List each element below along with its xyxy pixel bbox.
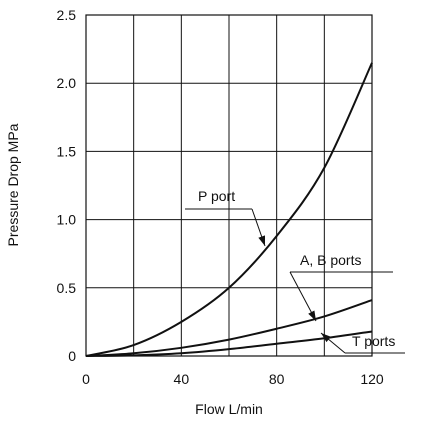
t-ports-label: T ports — [352, 333, 395, 349]
p-port-label: P port — [198, 188, 235, 204]
grid — [86, 15, 372, 356]
x-tick-label: 40 — [174, 371, 190, 387]
y-tick-label: 0.5 — [57, 280, 77, 296]
x-tick-label: 80 — [269, 371, 285, 387]
ab-ports-label: A, B ports — [300, 252, 361, 268]
y-tick-label: 2.5 — [57, 7, 77, 23]
y-tick-label: 2.0 — [57, 75, 77, 91]
x-tick-label: 0 — [82, 371, 90, 387]
y-tick-label: 1.0 — [57, 212, 77, 228]
p-port-arrowhead — [258, 235, 265, 246]
x-tick-label: 120 — [360, 371, 384, 387]
y-tick-label: 1.5 — [57, 143, 77, 159]
x-axis-label: Flow L/min — [195, 401, 263, 417]
y-tick-label: 0 — [68, 348, 76, 364]
y-axis-label: Pressure Drop MPa — [5, 123, 21, 246]
